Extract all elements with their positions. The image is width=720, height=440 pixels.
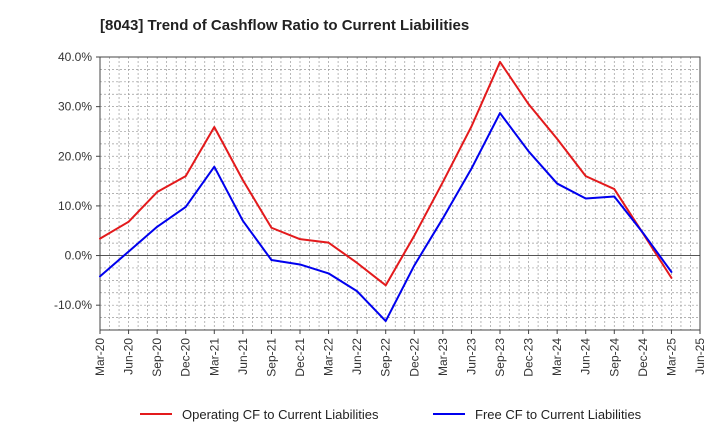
x-tick-label: Jun-20 <box>122 338 136 375</box>
y-tick-label: -10.0% <box>54 298 92 312</box>
series-line-free-cf <box>99 112 673 323</box>
chart-title: [8043] Trend of Cashflow Ratio to Curren… <box>100 17 469 34</box>
x-tick-label: Sep-23 <box>493 338 507 377</box>
x-tick-label: Jun-23 <box>464 338 478 375</box>
x-tick-label: Sep-21 <box>264 338 278 377</box>
x-tick-label: Mar-23 <box>436 338 450 376</box>
x-tick-label: Dec-21 <box>293 338 307 377</box>
y-tick-label: 20.0% <box>58 149 92 163</box>
y-tick-label: 30.0% <box>58 100 92 114</box>
axes: 40.0% 30.0% 20.0% 10.0% 0.0% -10.0% Mar-20 Jun-… <box>54 50 707 377</box>
series-lines <box>99 60 673 323</box>
x-tick-label: Dec-22 <box>407 338 421 377</box>
x-tick-label: Sep-24 <box>607 338 621 377</box>
legend-label-operating-cf: Operating CF to Current Liabilities <box>182 407 379 422</box>
x-tick-label: Jun-25 <box>693 338 707 375</box>
x-tick-label: Mar-20 <box>93 338 107 376</box>
x-tick-label: Mar-24 <box>550 338 564 376</box>
x-tick-label: Mar-22 <box>322 338 336 376</box>
y-tick-label: 40.0% <box>58 50 92 64</box>
y-tick-label: 0.0% <box>65 249 93 263</box>
x-tick-label: Mar-25 <box>664 338 678 376</box>
x-tick-label: Dec-24 <box>636 338 650 377</box>
x-tick-label: Sep-20 <box>150 338 164 377</box>
series-line-operating-cf <box>99 60 673 287</box>
x-tick-label: Mar-21 <box>207 338 221 376</box>
x-tick-label: Dec-20 <box>179 338 193 377</box>
x-tick-label: Dec-23 <box>522 338 536 377</box>
legend: Operating CF to Current Liabilities Free… <box>140 407 642 422</box>
grid <box>99 56 701 331</box>
x-tick-label: Sep-22 <box>379 338 393 377</box>
legend-label-free-cf: Free CF to Current Liabilities <box>475 407 642 422</box>
x-tick-label: Jun-22 <box>350 338 364 375</box>
x-tick-label: Jun-24 <box>579 338 593 375</box>
y-tick-label: 10.0% <box>58 199 92 213</box>
x-tick-label: Jun-21 <box>236 338 250 375</box>
plot-frame <box>99 56 701 331</box>
